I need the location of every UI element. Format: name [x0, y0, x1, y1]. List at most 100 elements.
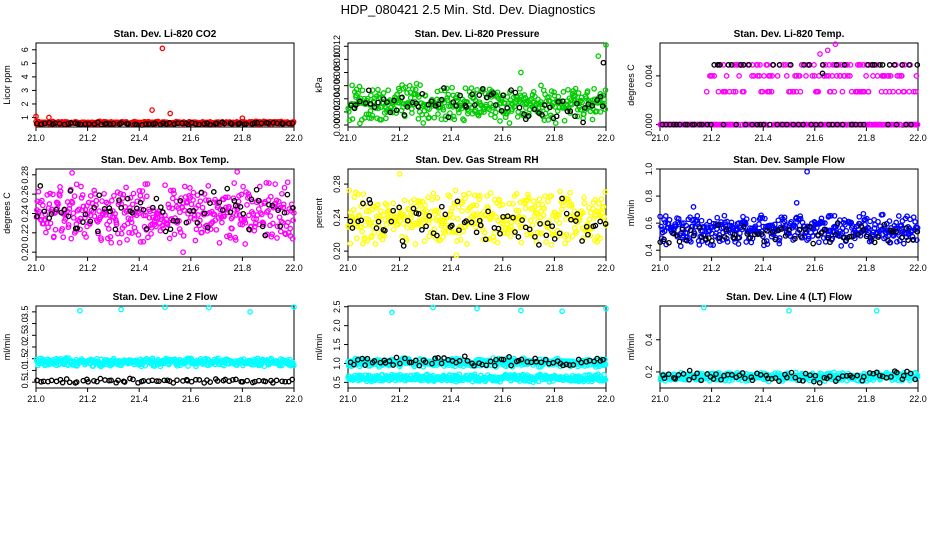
x-tick-label: 21.8 [234, 394, 252, 404]
data-point [711, 73, 718, 79]
data-point [190, 197, 196, 203]
data-point [482, 236, 489, 243]
data-point [792, 235, 798, 242]
plot-frame [659, 42, 919, 128]
data-point [409, 224, 416, 231]
data-point [743, 239, 750, 245]
data-point [247, 309, 253, 315]
data-point [694, 213, 701, 219]
y-tick-label: 0.004 [644, 65, 654, 88]
data-points [657, 168, 921, 250]
data-point [285, 219, 291, 226]
data-point [805, 235, 812, 242]
data-point [192, 376, 199, 383]
data-point [676, 238, 683, 245]
data-point [163, 121, 170, 127]
data-point [279, 378, 285, 385]
data-point [561, 117, 568, 124]
data-point [821, 226, 828, 233]
data-point [549, 223, 556, 230]
data-point [476, 196, 483, 203]
data-point [461, 117, 467, 124]
data-point [248, 196, 255, 203]
data-point [487, 358, 494, 365]
data-point [810, 240, 817, 247]
data-point [349, 116, 356, 122]
data-point [426, 213, 433, 219]
data-point [913, 237, 920, 243]
data-point [768, 88, 775, 95]
data-point [41, 208, 48, 215]
data-point [682, 121, 689, 128]
data-point [93, 197, 100, 204]
data-point [559, 98, 566, 105]
data-point [444, 97, 451, 104]
data-point [461, 353, 468, 360]
data-point [130, 190, 137, 197]
plot-frame [35, 42, 295, 128]
y-tick-label: 0.000 [332, 114, 342, 137]
data-point [116, 197, 122, 204]
data-point [118, 204, 125, 211]
data-point [703, 221, 710, 228]
data-point [231, 197, 238, 204]
data-point [725, 62, 732, 68]
data-point [833, 73, 840, 79]
data-point [534, 211, 540, 217]
data-point [698, 217, 705, 224]
data-point [99, 198, 105, 204]
y-tick-label: 0.28 [332, 175, 342, 193]
data-point [456, 109, 462, 116]
data-point [846, 233, 853, 240]
data-point [783, 121, 790, 128]
data-point [540, 212, 547, 219]
data-point [769, 73, 775, 79]
data-point [796, 226, 803, 233]
x-tick-label: 21.6 [182, 133, 200, 143]
data-point [184, 198, 191, 205]
data-point [57, 188, 64, 195]
y-tick-label: 0.012 [332, 35, 342, 58]
data-point [430, 304, 436, 311]
y-tick-label: 3.5 [20, 306, 30, 319]
data-point [848, 242, 854, 249]
data-point [387, 109, 394, 116]
y-axis-label: ml/min [314, 334, 324, 361]
data-point [871, 62, 878, 68]
data-point [898, 234, 905, 241]
data-point [508, 362, 515, 369]
data-point [425, 194, 431, 201]
data-point [885, 237, 891, 244]
data-point [275, 198, 282, 205]
data-point [59, 226, 66, 232]
data-point [579, 238, 585, 244]
data-point [881, 221, 888, 228]
data-point [221, 120, 228, 127]
data-point [602, 189, 608, 195]
data-point [289, 120, 296, 127]
data-point [889, 228, 896, 235]
data-point [757, 62, 763, 68]
data-point [440, 234, 446, 240]
data-point [886, 218, 893, 224]
data-point [517, 85, 523, 92]
data-point [515, 357, 522, 364]
data-point [731, 231, 738, 238]
data-point [106, 218, 113, 225]
data-point [201, 380, 208, 386]
data-point [70, 214, 77, 221]
data-point [160, 120, 167, 127]
data-point [438, 360, 445, 367]
data-point [527, 217, 534, 224]
panel-title: Stan. Dev. Line 4 (LT) Flow [726, 292, 852, 303]
data-point [890, 88, 896, 95]
data-point [127, 216, 134, 222]
x-tick-label: 21.6 [182, 263, 200, 273]
data-point [101, 190, 107, 197]
data-point [448, 222, 455, 229]
data-point [453, 252, 460, 259]
data-point [385, 87, 392, 94]
data-point [679, 226, 686, 233]
